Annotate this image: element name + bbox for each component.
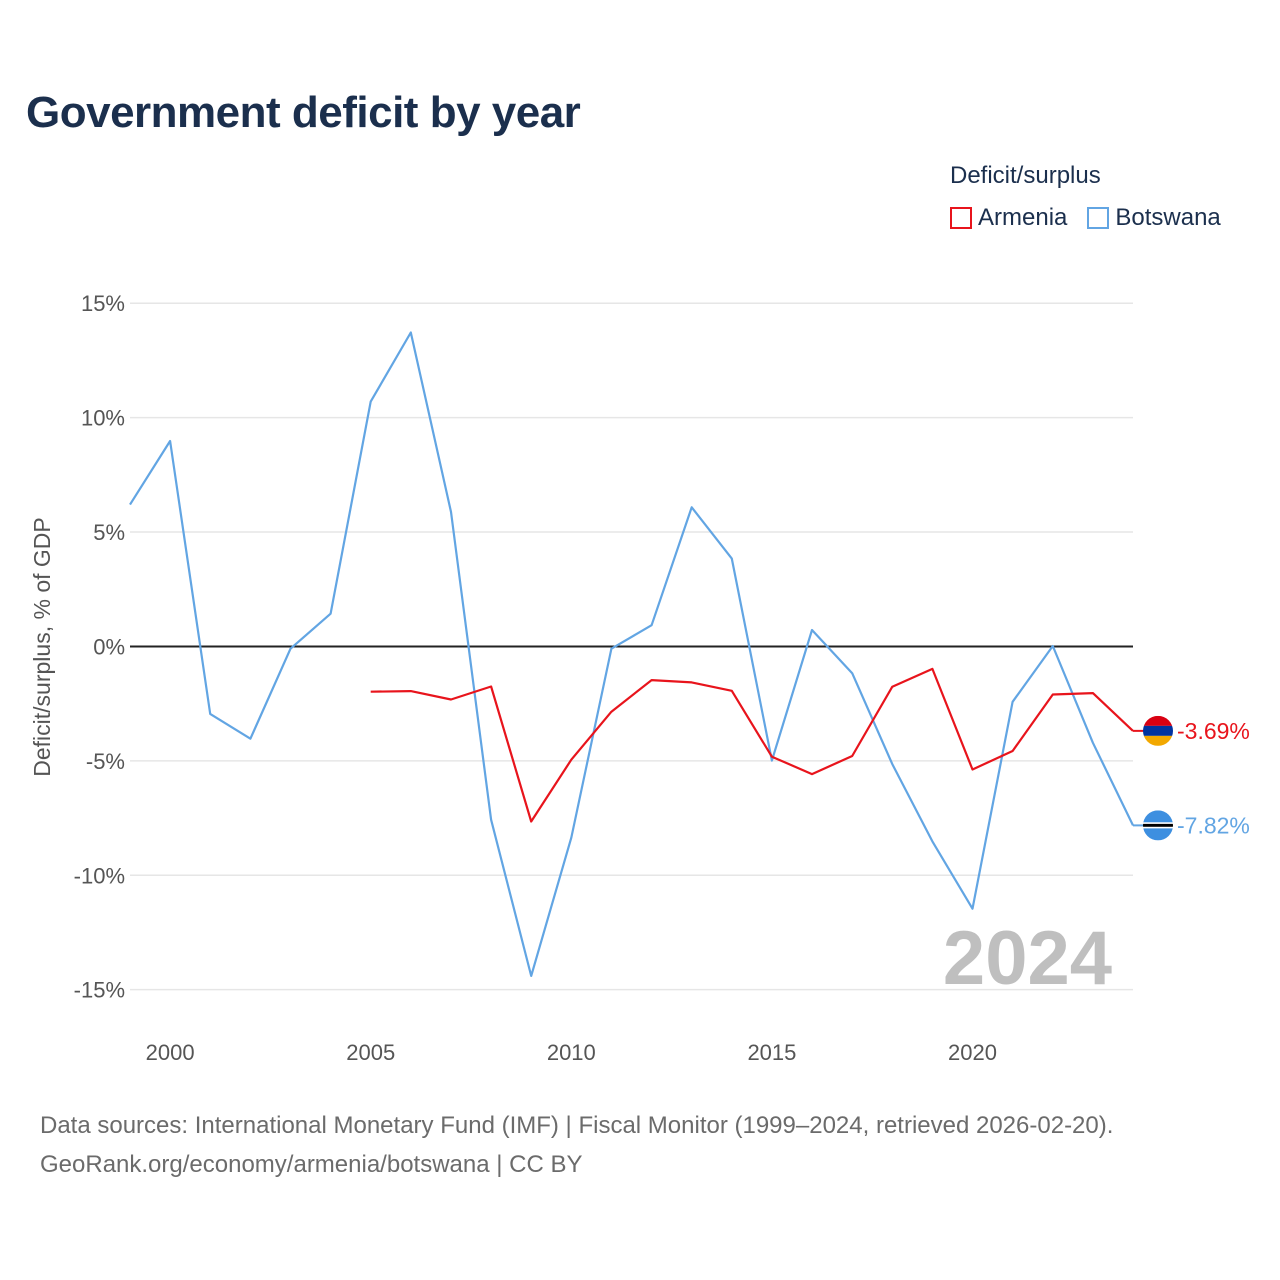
y-axis-title: Deficit/surplus, % of GDP: [29, 517, 55, 776]
legend-label-armenia: Armenia: [978, 204, 1068, 231]
flag-stripe: [1143, 822, 1173, 824]
y-tick-label: 15%: [81, 291, 125, 316]
end-value-label-armenia: -3.69%: [1177, 718, 1250, 744]
x-tick-label: 2010: [547, 1040, 596, 1065]
series-line-botswana: [129, 331, 1134, 977]
footer: Data sources: International Monetary Fun…: [40, 1106, 1113, 1184]
flag-stripe: [1143, 735, 1173, 746]
legend-swatch-armenia: [950, 207, 972, 229]
series-line-armenia: [370, 667, 1134, 823]
chart-title: Government deficit by year: [26, 88, 581, 137]
flag-stripe: [1143, 826, 1173, 829]
legend-title: Deficit/surplus: [950, 162, 1101, 189]
x-tick-label: 2015: [747, 1040, 796, 1065]
x-tick-label: 2020: [948, 1040, 997, 1065]
y-tick-label: 10%: [81, 406, 125, 431]
y-tick-label: -5%: [86, 749, 125, 774]
data-source-note: Data sources: International Monetary Fun…: [40, 1112, 1114, 1139]
y-tick-label: -10%: [74, 863, 125, 888]
legend-label-botswana: Botswana: [1115, 204, 1221, 231]
flag-stripe: [1143, 828, 1173, 841]
flag-stripe: [1143, 715, 1173, 726]
y-tick-label: 5%: [93, 520, 125, 545]
legend-item-armenia[interactable]: Armenia: [950, 204, 1067, 232]
flag-icon-botswana: [1143, 810, 1173, 841]
year-watermark: 2024: [943, 916, 1112, 1001]
end-value-label-botswana: -7.82%: [1177, 812, 1250, 838]
attribution-note: GeoRank.org/economy/armenia/botswana | C…: [40, 1151, 583, 1178]
legend-item-botswana[interactable]: Botswana: [1087, 204, 1221, 232]
y-tick-label: -15%: [74, 978, 125, 1003]
flag-stripe: [1143, 823, 1173, 827]
x-tick-label: 2005: [346, 1040, 395, 1065]
y-tick-label: 0%: [93, 634, 125, 659]
x-tick-label: 2000: [146, 1040, 195, 1065]
flag-icon-armenia: [1143, 715, 1173, 746]
flag-stripe: [1143, 810, 1173, 823]
legend-swatch-botswana: [1087, 207, 1110, 229]
flag-stripe: [1143, 725, 1173, 736]
legend: Armenia Botswana: [950, 204, 1241, 232]
